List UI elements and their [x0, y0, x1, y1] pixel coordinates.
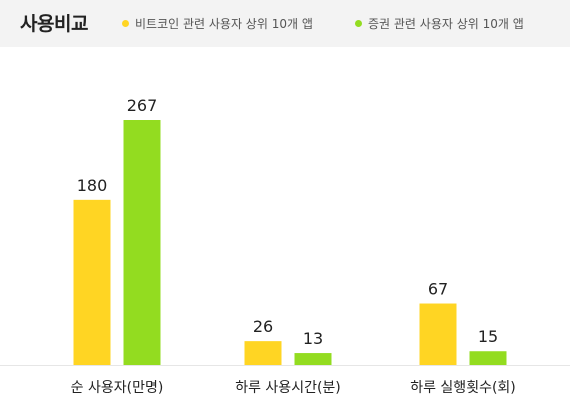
- category-label-0: 순 사용자(만명): [71, 380, 164, 396]
- bars-group: 180 267 26 13 67 15: [73, 96, 507, 365]
- value-label-bitcoin-0: 180: [77, 176, 108, 195]
- legend-swatch-stock: [355, 20, 362, 27]
- value-label-stock-2: 15: [478, 327, 498, 346]
- chart-title: 사용비교: [20, 13, 88, 35]
- bar-chart: 180 267 26 13 67 15 순 사용자(만명) 하루 사용시간(분) 하루 실행횟…: [0, 96, 570, 396]
- bar-stock-2: [469, 351, 507, 365]
- bar-stock-0: [123, 120, 161, 365]
- category-label-1: 하루 사용시간(분): [235, 380, 341, 396]
- bar-bitcoin-0: [73, 199, 111, 365]
- header-band: [0, 0, 570, 47]
- legend-swatch-bitcoin: [122, 20, 129, 27]
- value-label-bitcoin-1: 26: [253, 317, 273, 336]
- legend-label-bitcoin: 비트코인 관련 사용자 상위 10개 앱: [135, 17, 313, 31]
- value-label-stock-1: 13: [303, 329, 323, 348]
- legend-label-stock: 증권 관련 사용자 상위 10개 앱: [368, 17, 524, 31]
- legend-item-bitcoin: 비트코인 관련 사용자 상위 10개 앱: [122, 15, 313, 32]
- category-label-2: 하루 실행횟수(회): [410, 380, 516, 396]
- bar-stock-1: [294, 353, 332, 365]
- legend-item-stock: 증권 관련 사용자 상위 10개 앱: [355, 15, 524, 32]
- value-label-stock-0: 267: [127, 96, 158, 115]
- category-labels: 순 사용자(만명) 하루 사용시간(분) 하루 실행횟수(회): [71, 380, 516, 396]
- bar-bitcoin-2: [419, 303, 457, 365]
- value-label-bitcoin-2: 67: [428, 280, 448, 299]
- bar-bitcoin-1: [244, 341, 282, 365]
